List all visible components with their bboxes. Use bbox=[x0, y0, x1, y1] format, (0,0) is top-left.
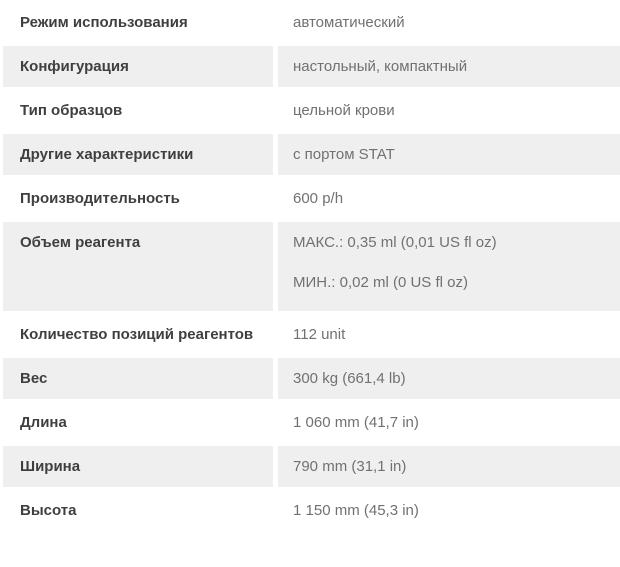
spec-label: Режим использования bbox=[20, 14, 188, 31]
spec-label: Тип образцов bbox=[20, 102, 123, 119]
spec-value-line: МИН.: 0,02 ml (0 US fl oz) bbox=[293, 274, 468, 291]
table-row: Тип образцов цельной крови bbox=[3, 90, 620, 131]
table-row: Ширина 790 mm (31,1 in) bbox=[3, 446, 620, 487]
spec-value-line: 790 mm (31,1 in) bbox=[293, 458, 407, 475]
spec-label: Объем реагента bbox=[3, 222, 273, 311]
table-row: Конфигурация настольный, компактный bbox=[3, 46, 620, 87]
spec-value-line: 300 kg (661,4 lb) bbox=[293, 370, 406, 387]
spec-value: 300 kg (661,4 lb) bbox=[278, 358, 620, 399]
table-row: Объем реагента МАКС.: 0,35 ml (0,01 US f… bbox=[3, 222, 620, 311]
spec-value: 600 p/h bbox=[278, 178, 620, 219]
spec-label: Производительность bbox=[20, 190, 180, 207]
spec-table: Режим использования автоматический Конфи… bbox=[3, 2, 620, 531]
spec-value: 1 150 mm (45,3 in) bbox=[278, 490, 620, 531]
spec-value-line: автоматический bbox=[293, 14, 405, 31]
spec-value-line: 1 060 mm (41,7 in) bbox=[293, 414, 419, 431]
table-row: Длина 1 060 mm (41,7 in) bbox=[3, 402, 620, 443]
spec-label: Длина bbox=[20, 414, 67, 431]
spec-value-line: цельной крови bbox=[293, 102, 395, 119]
spec-value: 112 unit bbox=[278, 314, 620, 355]
spec-label: Вес bbox=[3, 358, 273, 399]
spec-value-line: 1 150 mm (45,3 in) bbox=[293, 502, 419, 519]
table-row: Вес 300 kg (661,4 lb) bbox=[3, 358, 620, 399]
spec-label: Конфигурация bbox=[3, 46, 273, 87]
spec-value-line: МАКС.: 0,35 ml (0,01 US fl oz) bbox=[293, 234, 497, 251]
spec-value-line: 600 p/h bbox=[293, 190, 344, 207]
table-row: Высота 1 150 mm (45,3 in) bbox=[3, 490, 620, 531]
spec-label: Высота bbox=[20, 502, 77, 519]
spec-value-line: настольный, компактный bbox=[293, 58, 468, 75]
spec-value: 790 mm (31,1 in) bbox=[278, 446, 620, 487]
spec-label: Ширина bbox=[3, 446, 273, 487]
spec-value: настольный, компактный bbox=[278, 46, 620, 87]
table-row: Производительность 600 p/h bbox=[3, 178, 620, 219]
spec-value: с портом STAT bbox=[278, 134, 620, 175]
spec-value-line: с портом STAT bbox=[293, 146, 395, 163]
table-row: Другие характеристики с портом STAT bbox=[3, 134, 620, 175]
spec-label: Другие характеристики bbox=[3, 134, 273, 175]
spec-value: автоматический bbox=[278, 2, 620, 43]
spec-value: МАКС.: 0,35 ml (0,01 US fl oz) МИН.: 0,02… bbox=[278, 222, 620, 311]
spec-value: цельной крови bbox=[278, 90, 620, 131]
spec-value: 1 060 mm (41,7 in) bbox=[278, 402, 620, 443]
spec-value-line: 112 unit bbox=[293, 326, 346, 343]
table-row: Режим использования автоматический bbox=[3, 2, 620, 43]
spec-label: Количество позиций реагентов bbox=[20, 326, 254, 343]
table-row: Количество позиций реагентов 112 unit bbox=[3, 314, 620, 355]
